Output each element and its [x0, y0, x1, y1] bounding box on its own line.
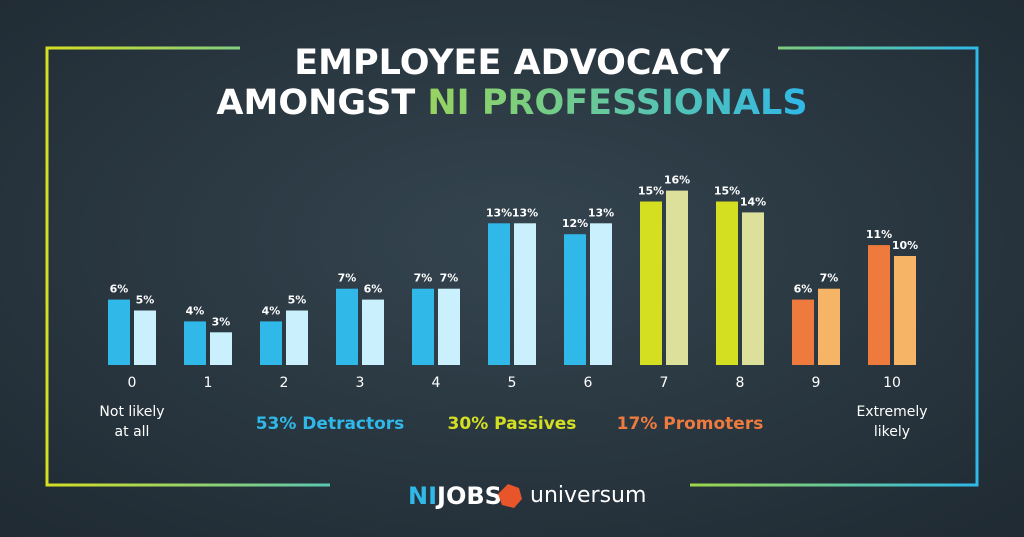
value-label: 14%: [740, 195, 766, 208]
bar: [438, 288, 460, 365]
value-label: 6%: [110, 283, 129, 296]
value-label: 7%: [820, 272, 839, 285]
bar: [488, 223, 510, 365]
x-tick-label: 2: [280, 375, 289, 391]
value-label: 12%: [562, 217, 588, 230]
x-tick-label: 0: [128, 375, 137, 391]
value-label: 10%: [892, 239, 918, 252]
bar: [640, 201, 662, 365]
low-anchor: at all: [115, 424, 150, 440]
value-label: 4%: [262, 304, 281, 317]
value-label: 3%: [212, 315, 231, 328]
x-tick-label: 10: [883, 375, 901, 391]
x-tick-label: 6: [584, 375, 593, 391]
bar: [818, 288, 840, 365]
title-text: AMONGST: [216, 83, 415, 123]
bar: [134, 310, 156, 365]
bar: [564, 234, 586, 365]
value-label: 7%: [440, 272, 459, 285]
value-label: 7%: [338, 272, 357, 285]
value-label: 6%: [794, 283, 813, 296]
logo-universum: universum: [530, 483, 646, 508]
title-highlight: NI PROFESSIONALS: [427, 83, 807, 123]
x-tick-label: 4: [432, 375, 441, 391]
bar: [514, 223, 536, 365]
value-label: 11%: [866, 228, 892, 241]
value-label: 16%: [664, 174, 690, 187]
x-tick-label: 3: [356, 375, 365, 391]
title: EMPLOYEE ADVOCACY: [294, 43, 730, 83]
logo-nijobs: NIJOBS: [408, 482, 502, 510]
value-label: 4%: [186, 304, 205, 317]
logo-icon: [498, 484, 522, 508]
bar: [742, 212, 764, 365]
bar: [210, 332, 232, 365]
value-label: 13%: [486, 206, 512, 219]
logo-ni: NI: [408, 482, 437, 510]
bar: [260, 321, 282, 365]
low-anchor: Not likely: [99, 404, 164, 420]
bar: [716, 201, 738, 365]
value-label: 13%: [588, 206, 614, 219]
x-tick-label: 7: [660, 375, 669, 391]
value-label: 6%: [364, 283, 383, 296]
bar: [412, 288, 434, 365]
bar: [666, 190, 688, 365]
logo-jobs: JOBS: [435, 482, 502, 510]
bar: [792, 299, 814, 365]
bar: [108, 299, 130, 365]
bar: [362, 299, 384, 365]
title-line2: AMONGST NI PROFESSIONALS: [216, 83, 807, 123]
value-label: 5%: [288, 294, 307, 307]
bar: [286, 310, 308, 365]
value-label: 7%: [414, 272, 433, 285]
high-anchor: Extremely: [856, 404, 927, 420]
group-label: 17% Promoters: [617, 414, 764, 434]
bar: [336, 288, 358, 365]
group-label: 53% Detractors: [256, 414, 405, 434]
bar: [894, 256, 916, 365]
frame: [45, 46, 979, 487]
value-label: 5%: [136, 294, 155, 307]
high-anchor: likely: [874, 424, 910, 440]
group-label: 30% Passives: [448, 414, 577, 434]
x-tick-label: 5: [508, 375, 517, 391]
x-tick-label: 1: [204, 375, 213, 391]
x-tick-label: 8: [736, 375, 745, 391]
value-label: 13%: [512, 206, 538, 219]
bar: [868, 245, 890, 365]
bar: [184, 321, 206, 365]
value-label: 15%: [714, 185, 740, 198]
bar: [590, 223, 612, 365]
value-label: 15%: [638, 185, 664, 198]
x-tick-label: 9: [812, 375, 821, 391]
